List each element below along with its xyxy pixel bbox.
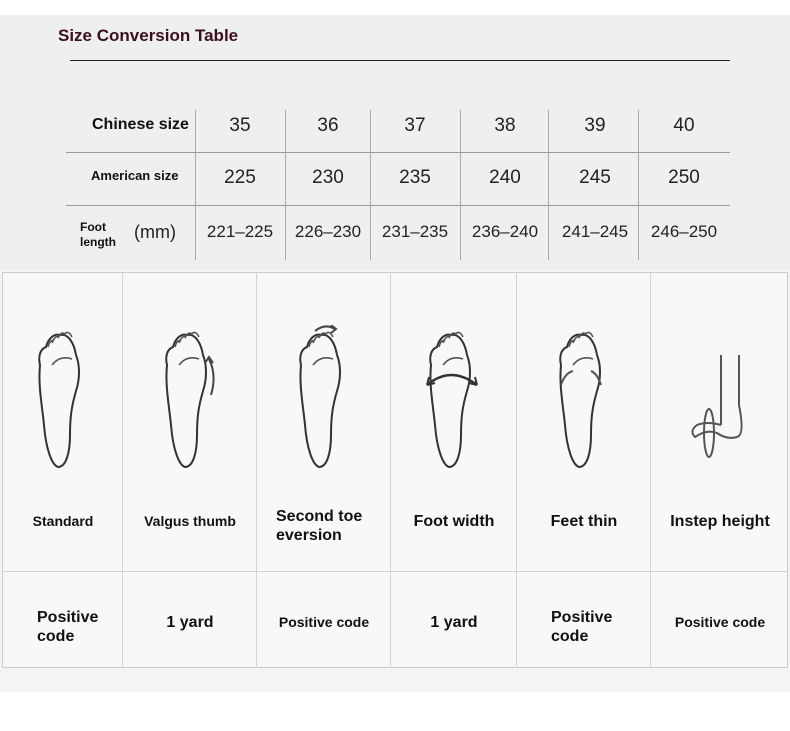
table-cell: 35	[229, 115, 251, 136]
foot-type-label: Standard	[32, 513, 94, 529]
column-divider	[370, 110, 371, 260]
table-cell: 245	[579, 167, 611, 188]
column-divider	[195, 110, 196, 260]
fit-advice-label: Positive code	[674, 614, 766, 630]
row-header-chinese-size: Chinese size	[92, 116, 189, 133]
foot-instep-icon	[691, 355, 743, 458]
foot-type-label: Valgus thumb	[144, 513, 236, 529]
foot-thin-icon	[559, 331, 602, 469]
foot-type-label: Instep height	[670, 513, 770, 530]
foot-types-grid	[2, 272, 788, 668]
title-divider	[70, 60, 730, 61]
column-divider	[285, 110, 286, 260]
grid-divider	[390, 272, 391, 668]
table-cell: 230	[312, 167, 344, 188]
foot-width-icon	[426, 331, 478, 469]
foot-valgus-icon	[165, 331, 215, 469]
grid-divider	[650, 272, 651, 668]
grid-divider	[122, 272, 123, 668]
table-cell: 38	[494, 115, 516, 136]
unit-label: (mm)	[134, 222, 176, 242]
foot-type-label: Feet thin	[550, 513, 618, 530]
row-header-foot-length: Foot length	[80, 220, 116, 249]
column-divider	[638, 110, 639, 260]
table-cell: 241–245	[561, 222, 629, 241]
table-cell: 236–240	[471, 222, 539, 241]
row-header-american-size: American size	[91, 168, 179, 183]
table-divider	[66, 205, 730, 206]
table-cell: 240	[489, 167, 521, 188]
fit-advice-label: 1 yard	[166, 614, 214, 631]
grid-divider	[256, 272, 257, 668]
grid-divider	[2, 571, 788, 572]
table-cell: 37	[404, 115, 426, 136]
page-title: Size Conversion Table	[58, 26, 239, 45]
table-cell: 40	[673, 115, 695, 136]
table-cell: 231–235	[381, 222, 449, 241]
foot-type-label: Second toe eversion	[276, 508, 363, 544]
table-cell: 39	[584, 115, 606, 136]
foot-second-toe-icon	[299, 325, 341, 469]
column-divider	[460, 110, 461, 260]
table-divider	[66, 152, 730, 153]
fit-advice-label: Positive code	[278, 614, 370, 630]
size-table-panel	[0, 15, 790, 270]
fit-advice-label: 1 yard	[430, 614, 478, 631]
table-cell: 221–225	[206, 222, 274, 241]
table-cell: 36	[317, 115, 339, 136]
table-cell: 246–250	[650, 222, 718, 241]
grid-divider	[516, 272, 517, 668]
foot-standard-icon	[38, 331, 80, 469]
foot-type-label: Foot width	[413, 513, 495, 530]
table-cell: 226–230	[294, 222, 362, 241]
fit-advice-label: Positive code	[551, 609, 613, 645]
table-cell: 235	[399, 167, 431, 188]
table-cell: 225	[224, 167, 256, 188]
table-cell: 250	[668, 167, 700, 188]
column-divider	[548, 110, 549, 260]
fit-advice-label: Positive code	[37, 609, 99, 645]
